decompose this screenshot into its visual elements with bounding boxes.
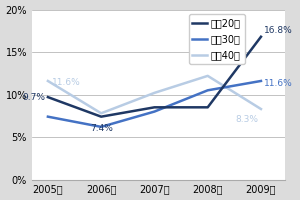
Text: 7.4%: 7.4% [90,124,112,133]
Text: 11.6%: 11.6% [52,78,81,87]
Text: 9.7%: 9.7% [22,93,45,102]
Text: 11.6%: 11.6% [264,79,292,88]
Text: 8.3%: 8.3% [235,115,258,124]
Text: 16.8%: 16.8% [264,26,292,35]
Legend: 女椕20代, 女椕30代, 女椕40代: 女椕20代, 女椕30代, 女椕40代 [189,14,245,64]
